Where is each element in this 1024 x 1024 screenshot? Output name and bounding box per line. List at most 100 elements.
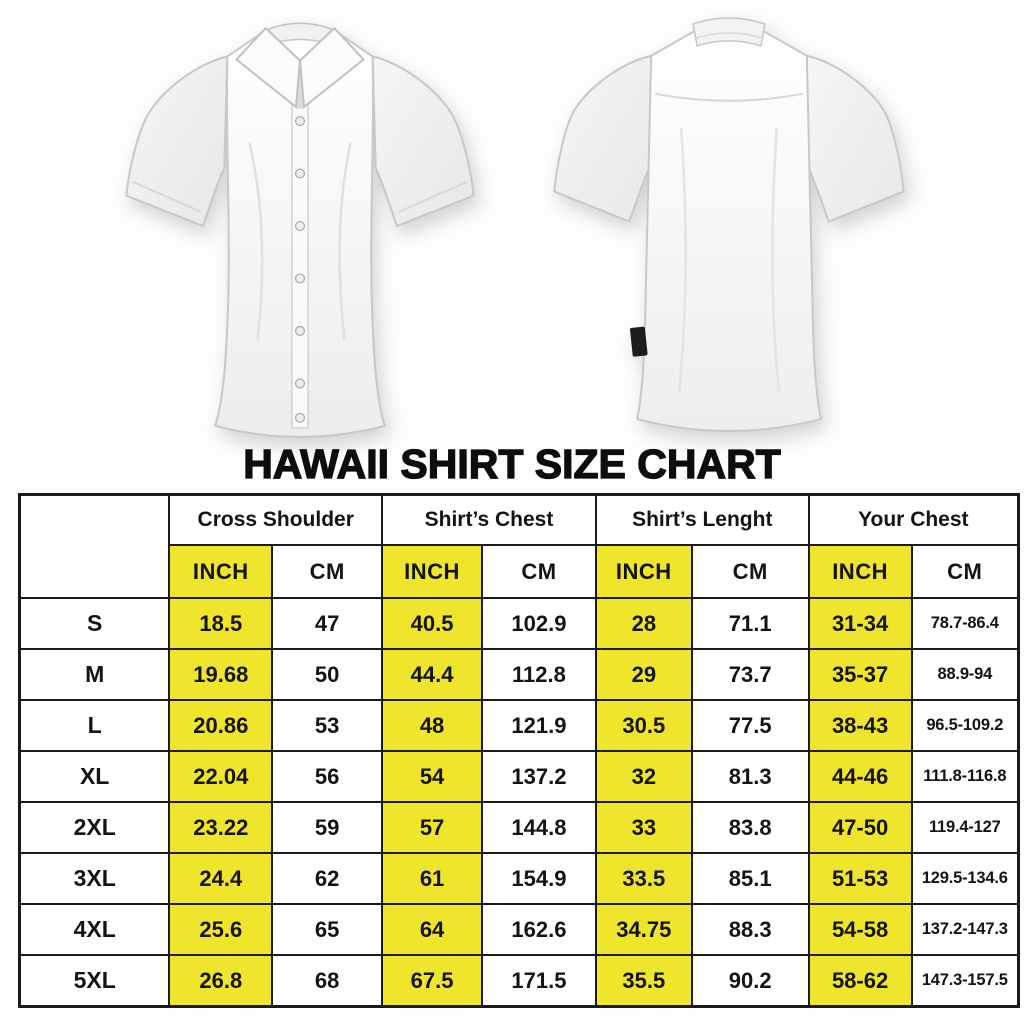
- size-cell: XL: [18, 750, 171, 803]
- cm-cell: 77.5: [690, 699, 810, 752]
- cm-cell: 73.7: [690, 648, 810, 701]
- col-group-shirts-chest: Shirt’s Chest: [381, 493, 597, 546]
- inch-cell: 33: [594, 801, 693, 854]
- table-row-s: S 18.5 47 40.5 102.9 28 71.1 31-34 78.7-…: [18, 597, 1020, 650]
- inch-cell: 48: [381, 699, 483, 752]
- shirt-front-image: [125, 22, 475, 438]
- cm-cell: 62: [271, 852, 384, 905]
- cm-cell: 119.4-127: [910, 801, 1020, 854]
- cm-cell: 96.5-109.2: [910, 699, 1020, 752]
- cm-cell: 65: [271, 903, 384, 956]
- cm-cell: 88.9-94: [910, 648, 1020, 701]
- cm-cell: 81.3: [690, 750, 810, 803]
- inch-cell: 33.5: [594, 852, 693, 905]
- inch-cell: 29: [594, 648, 693, 701]
- col-group-your-chest: Your Chest: [807, 493, 1020, 546]
- col-group-shirts-lenght: Shirt’s Lenght: [594, 493, 810, 546]
- inch-cell: 40.5: [381, 597, 483, 650]
- size-cell: 2XL: [18, 801, 171, 854]
- table-row-3xl: 3XL 24.4 62 61 154.9 33.5 85.1 51-53 129…: [18, 852, 1020, 905]
- unit-header-row: INCH CM INCH CM INCH CM INCH CM: [20, 544, 1020, 599]
- table-row-xl: XL 22.04 56 54 137.2 32 81.3 44-46 111.8…: [18, 750, 1020, 803]
- inch-cell: 58-62: [807, 954, 913, 1008]
- cm-cell: 56: [271, 750, 384, 803]
- inch-cell: 22.04: [168, 750, 274, 803]
- inch-cell: 44-46: [807, 750, 913, 803]
- cm-cell: 147.3-157.5: [910, 954, 1020, 1008]
- size-chart-table: Cross Shoulder Shirt’s Chest Shirt’s Len…: [18, 493, 1020, 1008]
- inch-cell: 18.5: [168, 597, 274, 650]
- group-header-row: Cross Shoulder Shirt’s Chest Shirt’s Len…: [18, 493, 1020, 599]
- inch-cell: 64: [381, 903, 483, 956]
- size-cell: S: [18, 597, 171, 650]
- inch-header: INCH: [381, 544, 483, 599]
- cm-cell: 47: [271, 597, 384, 650]
- inch-header: INCH: [594, 544, 693, 599]
- inch-cell: 35-37: [807, 648, 913, 701]
- cm-cell: 59: [271, 801, 384, 854]
- inch-cell: 61: [381, 852, 483, 905]
- cm-header: CM: [690, 544, 810, 599]
- cm-cell: 144.8: [481, 801, 597, 854]
- shirt-buttons: [294, 116, 306, 423]
- cm-cell: 50: [271, 648, 384, 701]
- cm-header: CM: [910, 544, 1020, 599]
- cm-cell: 71.1: [690, 597, 810, 650]
- shirt-back-image: [553, 17, 905, 432]
- cm-cell: 121.9: [481, 699, 597, 752]
- inch-cell: 20.86: [168, 699, 274, 752]
- inch-cell: 31-34: [807, 597, 913, 650]
- cm-cell: 83.8: [690, 801, 810, 854]
- cm-cell: 112.8: [481, 648, 597, 701]
- inch-cell: 44.4: [381, 648, 483, 701]
- inch-cell: 26.8: [168, 954, 274, 1008]
- shirt-tag: [630, 326, 648, 357]
- cm-cell: 111.8-116.8: [910, 750, 1020, 803]
- inch-cell: 38-43: [807, 699, 913, 752]
- size-cell: 3XL: [18, 852, 171, 905]
- inch-cell: 34.75: [594, 903, 693, 956]
- inch-cell: 23.22: [168, 801, 274, 854]
- inch-header: INCH: [168, 544, 274, 599]
- cm-cell: 78.7-86.4: [910, 597, 1020, 650]
- size-cell: L: [18, 699, 171, 752]
- inch-cell: 67.5: [381, 954, 483, 1008]
- page-title: HAWAII SHIRT SIZE CHART: [243, 440, 782, 487]
- inch-cell: 54-58: [807, 903, 913, 956]
- size-cell: 4XL: [18, 903, 171, 956]
- cm-cell: 137.2: [481, 750, 597, 803]
- inch-cell: 25.6: [168, 903, 274, 956]
- size-chart-wrapper: Cross Shoulder Shirt’s Chest Shirt’s Len…: [18, 493, 1020, 1008]
- cm-cell: 68: [271, 954, 384, 1008]
- corner-cell: [18, 493, 171, 599]
- cm-header: CM: [481, 544, 597, 599]
- inch-cell: 54: [381, 750, 483, 803]
- inch-cell: 47-50: [807, 801, 913, 854]
- table-row-4xl: 4XL 25.6 65 64 162.6 34.75 88.3 54-58 13…: [18, 903, 1020, 956]
- cm-cell: 90.2: [690, 954, 810, 1008]
- inch-cell: 24.4: [168, 852, 274, 905]
- table-row-l: L 20.86 53 48 121.9 30.5 77.5 38-43 96.5…: [18, 699, 1020, 752]
- table-row-5xl: 5XL 26.8 68 67.5 171.5 35.5 90.2 58-62 1…: [18, 954, 1020, 1008]
- cm-cell: 154.9: [481, 852, 597, 905]
- cm-cell: 88.3: [690, 903, 810, 956]
- inch-cell: 35.5: [594, 954, 693, 1008]
- cm-cell: 85.1: [690, 852, 810, 905]
- cm-cell: 162.6: [481, 903, 597, 956]
- inch-cell: 19.68: [168, 648, 274, 701]
- cm-header: CM: [271, 544, 384, 599]
- cm-cell: 53: [271, 699, 384, 752]
- inch-cell: 57: [381, 801, 483, 854]
- size-cell: M: [18, 648, 171, 701]
- inch-header: INCH: [807, 544, 913, 599]
- size-cell: 5XL: [18, 954, 171, 1008]
- cm-cell: 171.5: [481, 954, 597, 1008]
- col-group-cross-shoulder: Cross Shoulder: [168, 493, 384, 546]
- table-row-2xl: 2XL 23.22 59 57 144.8 33 83.8 47-50 119.…: [18, 801, 1020, 854]
- cm-cell: 129.5-134.6: [910, 852, 1020, 905]
- inch-cell: 51-53: [807, 852, 913, 905]
- inch-cell: 32: [594, 750, 693, 803]
- cm-cell: 137.2-147.3: [910, 903, 1020, 956]
- table-row-m: M 19.68 50 44.4 112.8 29 73.7 35-37 88.9…: [18, 648, 1020, 701]
